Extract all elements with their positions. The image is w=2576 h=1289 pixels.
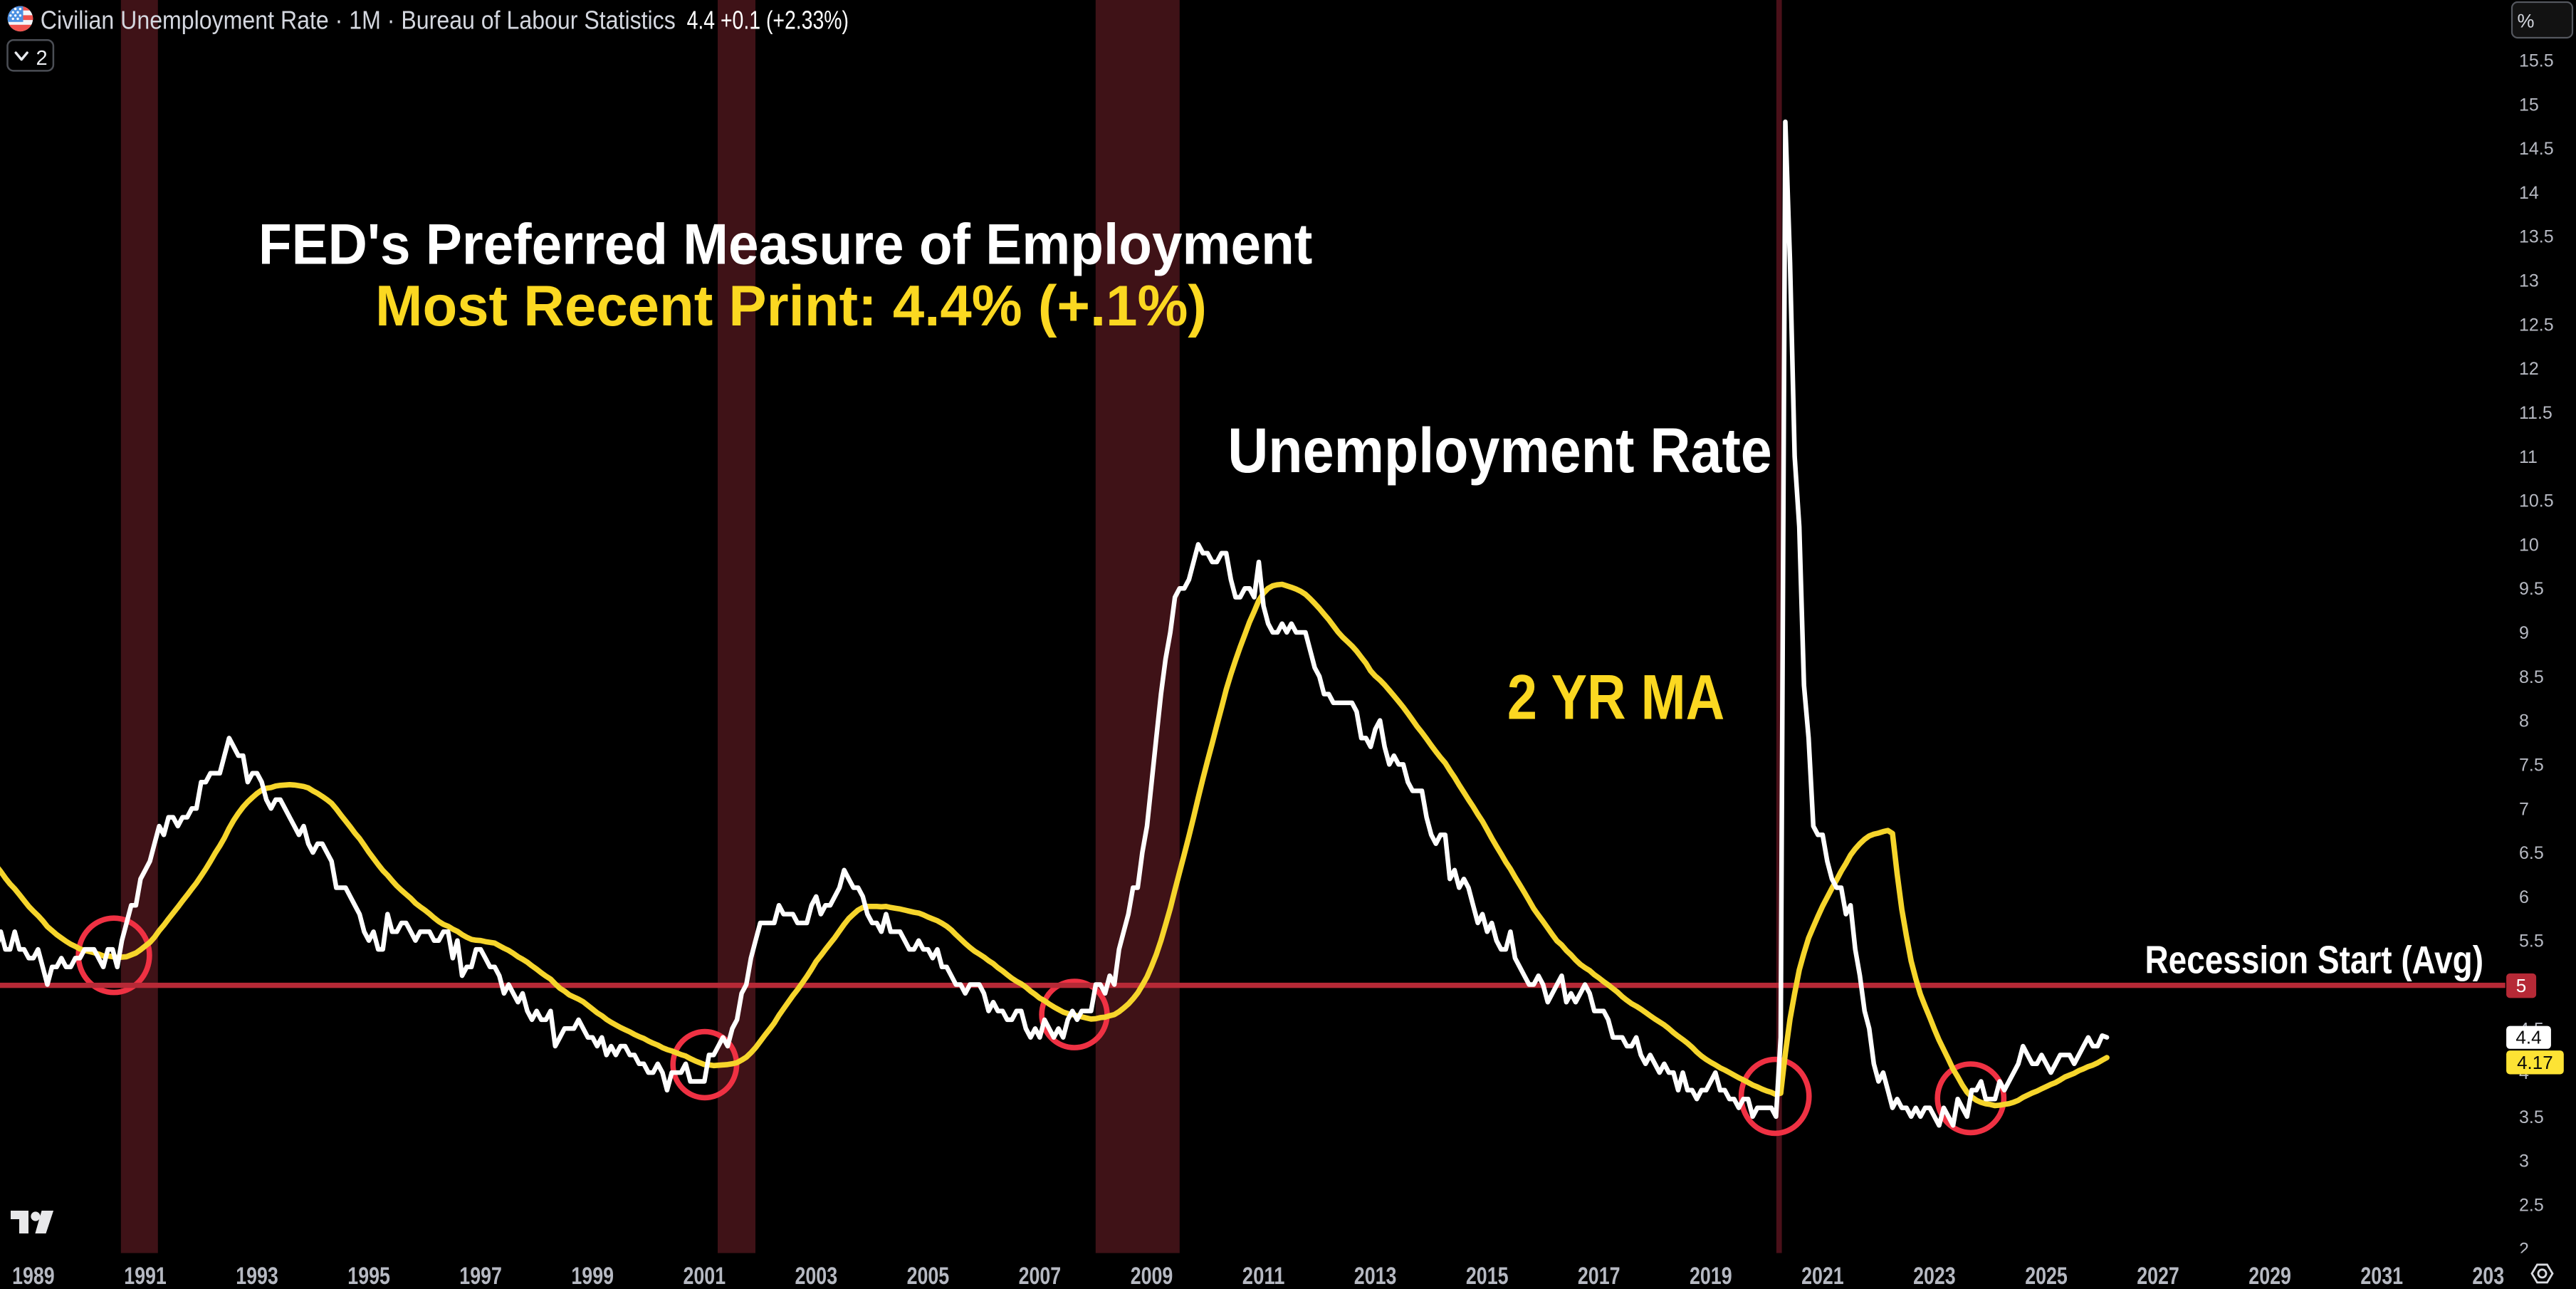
svg-text:5.5: 5.5	[2519, 931, 2544, 951]
svg-text:13: 13	[2519, 271, 2539, 291]
svg-text:2019: 2019	[1690, 1263, 1732, 1289]
svg-text:%: %	[2518, 10, 2535, 31]
svg-text:2021: 2021	[1801, 1263, 1844, 1289]
svg-text:2005: 2005	[907, 1263, 950, 1289]
svg-text:11: 11	[2519, 447, 2538, 467]
svg-text:2007: 2007	[1019, 1263, 1062, 1289]
svg-text:14: 14	[2519, 183, 2539, 203]
svg-text:11.5: 11.5	[2519, 403, 2553, 423]
svg-text:2027: 2027	[2137, 1263, 2179, 1289]
svg-text:10.5: 10.5	[2519, 491, 2554, 511]
svg-text:14.5: 14.5	[2519, 139, 2554, 159]
svg-text:2.5: 2.5	[2519, 1196, 2544, 1216]
svg-text:Most Recent Print: 4.4% (+.1%): Most Recent Print: 4.4% (+.1%)	[375, 274, 1207, 338]
svg-text:Recession Start (Avg): Recession Start (Avg)	[2145, 937, 2484, 981]
svg-text:13.5: 13.5	[2519, 227, 2554, 247]
svg-text:2: 2	[36, 47, 48, 70]
svg-text:6.5: 6.5	[2519, 843, 2544, 863]
svg-text:2003: 2003	[795, 1263, 838, 1289]
svg-text:4.4 +0.1 (+2.33%): 4.4 +0.1 (+2.33%)	[687, 5, 849, 34]
svg-text:1993: 1993	[236, 1263, 278, 1289]
svg-text:2031: 2031	[2360, 1263, 2403, 1289]
svg-text:Unemployment Rate: Unemployment Rate	[1227, 414, 1772, 486]
svg-text:15.5: 15.5	[2519, 51, 2554, 71]
svg-text:2015: 2015	[1466, 1263, 1509, 1289]
svg-text:2025: 2025	[2025, 1263, 2068, 1289]
svg-text:9: 9	[2519, 623, 2529, 643]
svg-text:7.5: 7.5	[2519, 755, 2544, 775]
svg-text:2033: 2033	[2472, 1263, 2515, 1289]
svg-text:2 YR MA: 2 YR MA	[1507, 661, 1724, 732]
svg-text:8.5: 8.5	[2519, 667, 2544, 687]
svg-text:2009: 2009	[1131, 1263, 1173, 1289]
svg-text:FED's Preferred Measure of Emp: FED's Preferred Measure of Employment	[258, 212, 1312, 276]
svg-text:1991: 1991	[124, 1263, 167, 1289]
svg-text:1999: 1999	[571, 1263, 614, 1289]
svg-text:2023: 2023	[1913, 1263, 1956, 1289]
svg-text:2029: 2029	[2248, 1263, 2291, 1289]
svg-text:8: 8	[2519, 711, 2529, 731]
svg-text:12: 12	[2519, 359, 2539, 379]
svg-text:2001: 2001	[684, 1263, 726, 1289]
svg-text:7: 7	[2519, 799, 2529, 819]
svg-text:1995: 1995	[347, 1263, 390, 1289]
svg-text:2: 2	[2519, 1239, 2529, 1259]
svg-text:3.5: 3.5	[2519, 1107, 2544, 1127]
svg-text:1997: 1997	[459, 1263, 502, 1289]
svg-text:4.4: 4.4	[2515, 1027, 2541, 1048]
svg-text:1989: 1989	[12, 1263, 55, 1289]
svg-text:10: 10	[2519, 535, 2539, 555]
svg-text:6: 6	[2519, 887, 2529, 907]
svg-text:2013: 2013	[1354, 1263, 1397, 1289]
svg-text:3: 3	[2519, 1152, 2529, 1171]
svg-text:5: 5	[2516, 975, 2526, 996]
svg-text:9.5: 9.5	[2519, 579, 2544, 599]
svg-text:4.17: 4.17	[2517, 1052, 2553, 1073]
svg-text:2017: 2017	[1578, 1263, 1621, 1289]
svg-text:12.5: 12.5	[2519, 315, 2554, 335]
svg-text:15: 15	[2519, 95, 2539, 115]
svg-text:2011: 2011	[1242, 1263, 1285, 1289]
svg-text:Civilian Unemployment Rate · 1: Civilian Unemployment Rate · 1M · Bureau…	[41, 5, 676, 34]
